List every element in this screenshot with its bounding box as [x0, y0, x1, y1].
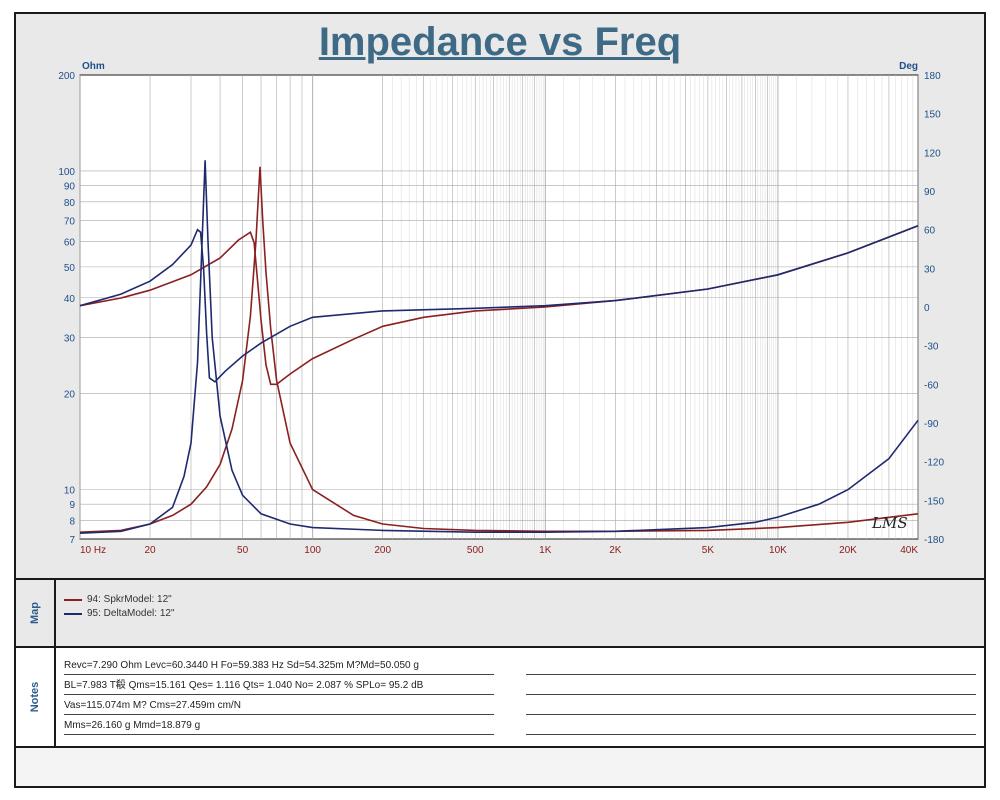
x-tick-label: 10K [769, 545, 787, 556]
y-right-tick-label: 90 [924, 187, 936, 198]
x-tick-label: 200 [374, 545, 391, 556]
legend-swatch [64, 612, 82, 615]
x-tick-label: 100 [304, 545, 321, 556]
lms-logo: LMS [871, 514, 908, 532]
map-tab-label: Map [29, 602, 41, 624]
x-tick-label: 500 [467, 545, 484, 556]
y-right-tick-label: 150 [924, 110, 941, 121]
note-blank-line [526, 698, 976, 715]
y-left-tick-label: 30 [64, 334, 76, 345]
x-tick-label: 10 Hz [80, 545, 106, 556]
y-left-tick-label: 100 [58, 167, 75, 178]
note-line: Mms=26.160 g Mmd=18.879 g [64, 718, 494, 735]
x-tick-label: 20 [144, 545, 156, 556]
note-line: Revc=7.290 Ohm Levc=60.3440 H Fo=59.383 … [64, 658, 494, 675]
impedance-series-line [79, 160, 919, 534]
y-left-tick-label: 7 [69, 535, 75, 546]
y-right-tick-label: -30 [924, 342, 939, 353]
y-left-axis-label: Ohm [82, 61, 105, 72]
series-layer [79, 160, 919, 534]
legend-item: 94: SpkrModel: 12" [64, 594, 172, 605]
y-left-tick-label: 9 [69, 500, 75, 511]
y-left-tick-label: 50 [64, 263, 76, 274]
bottom-strip [16, 746, 984, 786]
legend-label: 95: DeltaModel: 12" [87, 608, 175, 619]
map-panel: Map 94: SpkrModel: 12" 95: DeltaModel: 1… [16, 578, 984, 646]
note-line: Vas=115.074m M? Cms=27.459m cm/N [64, 698, 494, 715]
y-left-tick-label: 60 [64, 238, 76, 249]
x-tick-label: 5K [702, 545, 715, 556]
y-left-tick-label: 40 [64, 294, 76, 305]
chart-title: Impedance vs Freq [0, 20, 1000, 65]
y-right-tick-label: 0 [924, 303, 930, 314]
x-tick-label: 40K [900, 545, 918, 556]
y-right-tick-label: -180 [924, 535, 944, 546]
axis-ticks: 789102030405060708090100200-180-150-120-… [58, 71, 944, 556]
y-left-tick-label: 20 [64, 390, 76, 401]
y-right-tick-label: -150 [924, 496, 944, 507]
legend-swatch [64, 598, 82, 601]
y-right-tick-label: -120 [924, 458, 944, 469]
y-right-tick-label: 120 [924, 148, 941, 159]
y-right-tick-label: -90 [924, 419, 939, 430]
x-tick-label: 2K [609, 545, 622, 556]
phase-series-line [79, 225, 919, 383]
x-tick-label: 1K [539, 545, 552, 556]
chart-title-text: Impedance vs Freq [318, 20, 682, 64]
x-tick-label: 20K [839, 545, 857, 556]
y-left-tick-label: 8 [69, 517, 75, 528]
y-right-axis-label: Deg [899, 61, 918, 72]
impedance-chart: 789102030405060708090100200-180-150-120-… [58, 61, 944, 556]
note-line: BL=7.983 T殽 Qms=15.161 Qes= 1.116 Qts= 1… [64, 678, 494, 695]
x-tick-label: 50 [237, 545, 249, 556]
note-blank-line [526, 678, 976, 695]
map-tab[interactable]: Map [16, 580, 56, 646]
note-blank-line [526, 658, 976, 675]
note-blank-line [526, 718, 976, 735]
legend-item: 95: DeltaModel: 12" [64, 608, 175, 619]
y-left-tick-label: 80 [64, 198, 76, 209]
y-right-tick-label: 30 [924, 264, 936, 275]
y-left-tick-label: 10 [64, 486, 76, 497]
legend-label: 94: SpkrModel: 12" [87, 594, 172, 605]
y-left-tick-label: 200 [58, 71, 75, 82]
y-right-tick-label: 60 [924, 226, 936, 237]
grid-lines [79, 75, 919, 539]
y-left-tick-label: 90 [64, 182, 76, 193]
notes-tab[interactable]: Notes [16, 648, 56, 746]
notes-tab-label: Notes [29, 681, 41, 713]
y-left-tick-label: 70 [64, 216, 76, 227]
y-right-tick-label: -60 [924, 380, 939, 391]
y-right-tick-label: 180 [924, 71, 941, 82]
notes-panel: Notes Revc=7.290 Ohm Levc=60.3440 H Fo=5… [16, 646, 984, 746]
